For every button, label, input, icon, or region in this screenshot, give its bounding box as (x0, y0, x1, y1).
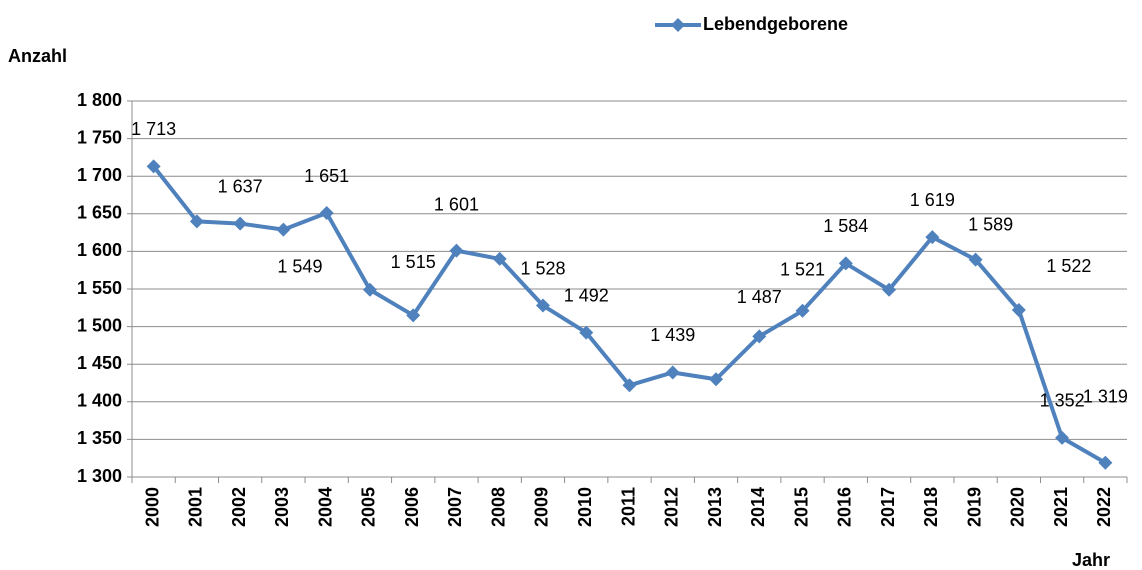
x-tick-label: 2000 (142, 487, 162, 527)
x-tick-label: 2010 (575, 487, 595, 527)
marker (752, 329, 767, 344)
marker (535, 298, 550, 313)
data-label: 1 487 (737, 287, 782, 307)
x-tick-label: 2021 (1051, 487, 1071, 527)
y-tick-label: 1 800 (77, 90, 122, 110)
y-tick-label: 1 500 (77, 315, 122, 335)
marker (579, 325, 594, 340)
x-tick-label: 2003 (272, 487, 292, 527)
marker (622, 378, 637, 393)
y-tick-label: 1 600 (77, 240, 122, 260)
x-tick-label: 2004 (315, 487, 335, 527)
marker (233, 216, 248, 231)
data-label: 1 492 (564, 285, 609, 305)
y-tick-label: 1 550 (77, 278, 122, 298)
marker (795, 303, 810, 318)
marker (1011, 303, 1026, 318)
marker (189, 214, 204, 229)
marker (709, 372, 724, 387)
x-tick-label: 2011 (618, 487, 638, 526)
marker (1098, 455, 1113, 470)
y-tick-label: 1 750 (77, 127, 122, 147)
x-tick-label: 2016 (835, 487, 855, 527)
legend-marker (671, 18, 685, 32)
marker (492, 251, 507, 266)
marker (1055, 430, 1070, 445)
legend-label: Lebendgeborene (703, 14, 848, 34)
x-tick-label: 2008 (488, 487, 508, 527)
x-tick-label: 2014 (748, 487, 768, 527)
x-tick-label: 2022 (1094, 487, 1114, 527)
data-label: 1 713 (131, 119, 176, 139)
y-axis-label: Anzahl (8, 46, 67, 66)
marker (276, 222, 291, 237)
data-label: 1 521 (780, 260, 825, 280)
x-tick-label: 2015 (791, 487, 811, 527)
y-tick-label: 1 300 (77, 466, 122, 486)
x-tick-label: 2013 (705, 487, 725, 527)
data-label: 1 637 (218, 176, 263, 196)
x-tick-label: 2012 (662, 487, 682, 527)
y-tick-label: 1 700 (77, 165, 122, 185)
x-tick-label: 2007 (445, 487, 465, 527)
data-label: 1 528 (520, 258, 565, 278)
data-label: 1 522 (1046, 256, 1091, 276)
data-label: 1 619 (910, 190, 955, 210)
data-label: 1 515 (391, 252, 436, 272)
data-label: 1 584 (823, 216, 868, 236)
marker (882, 282, 897, 297)
marker (146, 159, 161, 174)
marker (665, 365, 680, 380)
data-label: 1 549 (277, 257, 322, 277)
marker (925, 230, 940, 245)
y-tick-label: 1 400 (77, 391, 122, 411)
y-tick-label: 1 450 (77, 353, 122, 373)
marker (362, 282, 377, 297)
x-tick-label: 2001 (186, 487, 206, 527)
x-tick-label: 2020 (1008, 487, 1028, 527)
marker (838, 256, 853, 271)
data-label: 1 319 (1083, 386, 1128, 406)
y-tick-label: 1 650 (77, 203, 122, 223)
data-label: 1 352 (1040, 391, 1085, 411)
y-tick-label: 1 350 (77, 428, 122, 448)
x-tick-label: 2002 (229, 487, 249, 527)
x-tick-label: 2017 (878, 487, 898, 527)
x-tick-label: 2006 (402, 487, 422, 527)
marker (319, 206, 334, 221)
data-label: 1 439 (650, 325, 695, 345)
data-label: 1 589 (968, 214, 1013, 234)
x-tick-label: 2005 (359, 487, 379, 527)
data-label: 1 651 (304, 166, 349, 186)
x-axis-label: Jahr (1072, 550, 1110, 570)
marker (406, 308, 421, 323)
x-tick-label: 2018 (921, 487, 941, 527)
series-line (152, 165, 1107, 465)
data-label: 1 601 (434, 194, 479, 214)
marker (449, 243, 464, 258)
marker (968, 252, 983, 267)
x-tick-label: 2009 (532, 487, 552, 527)
x-tick-label: 2019 (964, 487, 984, 527)
